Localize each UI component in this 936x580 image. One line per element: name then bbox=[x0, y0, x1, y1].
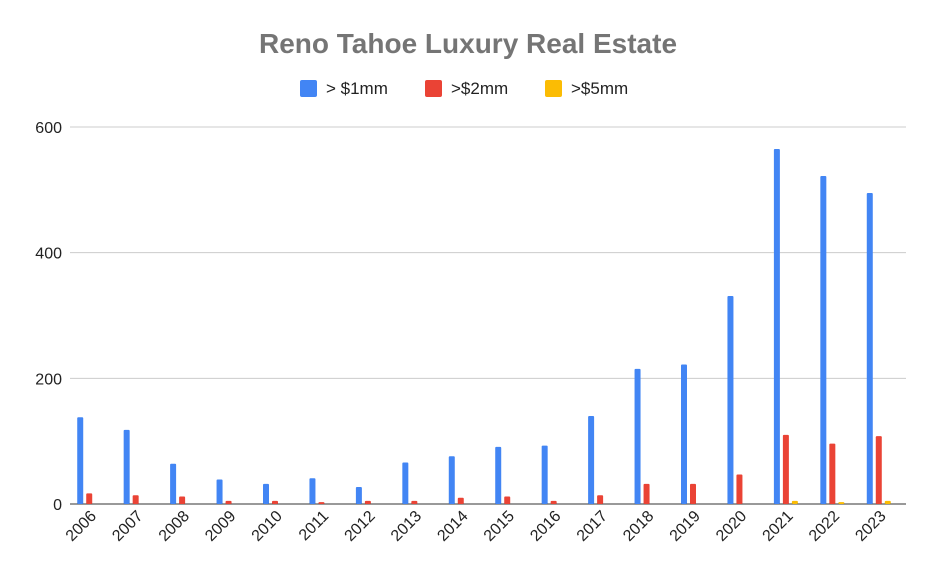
bar-1mm-2010 bbox=[263, 483, 269, 504]
bar-1mm-2009 bbox=[216, 479, 223, 504]
bar-1mm-2016 bbox=[541, 445, 548, 504]
chart-title: Reno Tahoe Luxury Real Estate bbox=[259, 28, 677, 59]
bar-2mm-2010 bbox=[272, 500, 278, 504]
bars bbox=[77, 148, 891, 504]
x-tick-label: 2017 bbox=[574, 508, 611, 545]
legend-label: > $1mm bbox=[326, 79, 388, 98]
bar-2mm-2006 bbox=[86, 493, 93, 504]
bar-1mm-2020 bbox=[727, 296, 734, 504]
x-tick-label: 2021 bbox=[760, 508, 797, 545]
legend-item-1mm: > $1mm bbox=[300, 79, 388, 98]
bar-2mm-2022 bbox=[829, 443, 836, 504]
bar-1mm-2013 bbox=[402, 462, 409, 504]
bar-1mm-2021 bbox=[773, 148, 780, 504]
bar-1mm-2012 bbox=[355, 487, 362, 504]
bar-1mm-2023 bbox=[866, 192, 873, 504]
y-tick-label: 200 bbox=[35, 371, 62, 388]
legend-swatch bbox=[545, 80, 562, 97]
bar-2mm-2017 bbox=[597, 495, 604, 504]
bar-2mm-2019 bbox=[690, 483, 696, 504]
gridlines bbox=[70, 126, 906, 505]
bar-2mm-2021 bbox=[782, 434, 789, 504]
x-tick-label: 2009 bbox=[202, 508, 239, 545]
bar-2mm-2015 bbox=[504, 496, 511, 504]
bar-2mm-2007 bbox=[132, 495, 139, 504]
x-tick-label: 2013 bbox=[388, 508, 425, 545]
y-tick-label: 0 bbox=[53, 497, 62, 514]
x-tick-label: 2008 bbox=[156, 508, 193, 545]
y-tick-label: 600 bbox=[35, 120, 62, 137]
bar-5mm-2022 bbox=[838, 502, 845, 504]
x-tick-label: 2011 bbox=[296, 508, 332, 544]
bar-2mm-2018 bbox=[643, 483, 650, 504]
x-tick-label: 2007 bbox=[109, 508, 146, 545]
bar-1mm-2008 bbox=[170, 463, 177, 504]
x-tick-label: 2006 bbox=[63, 508, 100, 545]
x-tick-label: 2012 bbox=[342, 508, 379, 545]
legend-item-5mm: >$5mm bbox=[545, 79, 628, 98]
bar-1mm-2014 bbox=[448, 456, 455, 504]
x-tick-label: 2023 bbox=[852, 508, 889, 545]
x-tick-label: 2022 bbox=[806, 508, 843, 545]
y-axis: 0 200 400 600 bbox=[35, 120, 62, 514]
bar-1mm-2018 bbox=[634, 368, 641, 504]
x-tick-label: 2019 bbox=[667, 508, 704, 545]
bar-2mm-2012 bbox=[364, 500, 371, 504]
bar-1mm-2017 bbox=[588, 416, 595, 504]
bar-5mm-2023 bbox=[884, 500, 891, 504]
y-tick-label: 400 bbox=[35, 246, 62, 263]
bar-2mm-2011 bbox=[318, 502, 325, 504]
x-axis: 2006 2007 2008 2009 2010 2011 2012 2013 2014 2015… bbox=[63, 508, 890, 545]
bar-5mm-2021 bbox=[791, 500, 798, 504]
legend-swatch bbox=[425, 80, 442, 97]
bar-2mm-2020 bbox=[736, 474, 743, 504]
bar-2mm-2009 bbox=[225, 500, 232, 504]
bar-2mm-2014 bbox=[457, 497, 464, 504]
bar-2mm-2013 bbox=[411, 500, 418, 504]
x-tick-label: 2020 bbox=[713, 508, 750, 545]
bar-1mm-2007 bbox=[123, 429, 130, 504]
bar-1mm-2011 bbox=[309, 478, 316, 504]
bar-2mm-2016 bbox=[550, 500, 557, 504]
bar-1mm-2019 bbox=[681, 364, 687, 504]
x-tick-label: 2016 bbox=[527, 508, 564, 545]
legend-item-2mm: >$2mm bbox=[425, 79, 508, 98]
x-tick-label: 2014 bbox=[434, 508, 471, 545]
x-tick-label: 2010 bbox=[249, 508, 286, 545]
x-tick-label: 2018 bbox=[620, 508, 657, 545]
bar-1mm-2015 bbox=[495, 446, 502, 504]
legend-label: >$2mm bbox=[451, 79, 508, 98]
legend: > $1mm >$2mm >$5mm bbox=[300, 79, 628, 98]
x-tick-label: 2015 bbox=[481, 508, 518, 545]
legend-label: >$5mm bbox=[571, 79, 628, 98]
legend-swatch bbox=[300, 80, 317, 97]
bar-2mm-2023 bbox=[875, 436, 882, 504]
bar-1mm-2022 bbox=[820, 176, 827, 504]
bar-1mm-2006 bbox=[77, 417, 84, 504]
bar-2mm-2008 bbox=[179, 496, 186, 504]
